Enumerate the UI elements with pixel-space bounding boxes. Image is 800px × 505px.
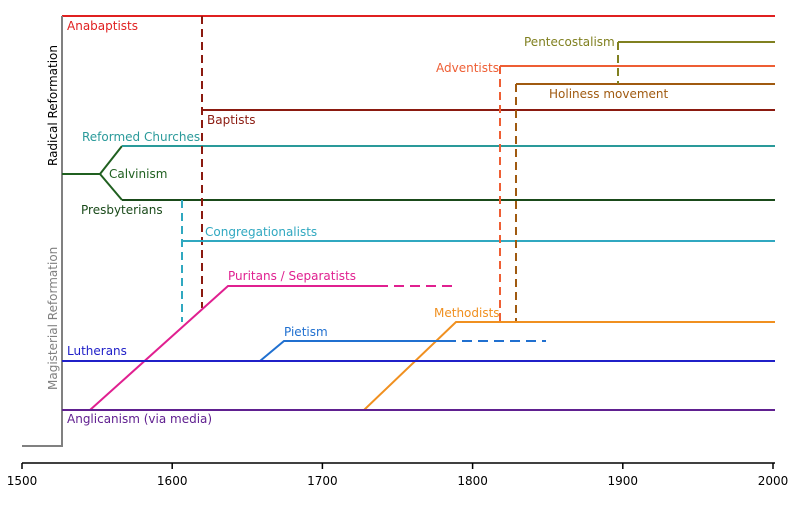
methodists-line (363, 321, 775, 411)
x-tick-label-1600: 1600 (157, 474, 188, 488)
pietism-line (259, 340, 456, 362)
x-tick-label-1900: 1900 (608, 474, 639, 488)
branch-label-anabaptists: Anabaptists (67, 19, 138, 33)
branch-label-anglicanism: Anglicanism (via media) (67, 412, 212, 426)
branch-label-puritans-separatists: Puritans / Separatists (228, 269, 356, 283)
branch-label-calvinism: Calvinism (109, 167, 167, 181)
branch-label-congregationalists: Congregationalists (205, 225, 317, 239)
puritans-line (89, 285, 388, 411)
branch-label-baptists: Baptists (207, 113, 255, 127)
magisterial-reformation-label: Magisterial Reformation (46, 247, 60, 390)
x-axis-ticks: 1500 1600 1700 1800 1900 2000 (7, 463, 789, 488)
calvinism-line (62, 145, 123, 201)
branch-label-holiness-movement: Holiness movement (549, 87, 669, 101)
x-tick-label-2000: 2000 (758, 474, 789, 488)
branch-label-pietism: Pietism (284, 325, 328, 339)
branch-label-adventists: Adventists (436, 61, 499, 75)
x-tick-label-1500: 1500 (7, 474, 38, 488)
branch-label-lutherans: Lutherans (67, 344, 127, 358)
x-tick-label-1800: 1800 (457, 474, 488, 488)
branch-label-pentecostalism: Pentecostalism (524, 35, 615, 49)
branch-label-presbyterians: Presbyterians (81, 203, 163, 217)
branch-label-methodists: Methodists (434, 306, 500, 320)
branch-label-reformed-churches: Reformed Churches (82, 130, 200, 144)
x-tick-label-1700: 1700 (307, 474, 338, 488)
radical-reformation-label: Radical Reformation (46, 45, 60, 166)
